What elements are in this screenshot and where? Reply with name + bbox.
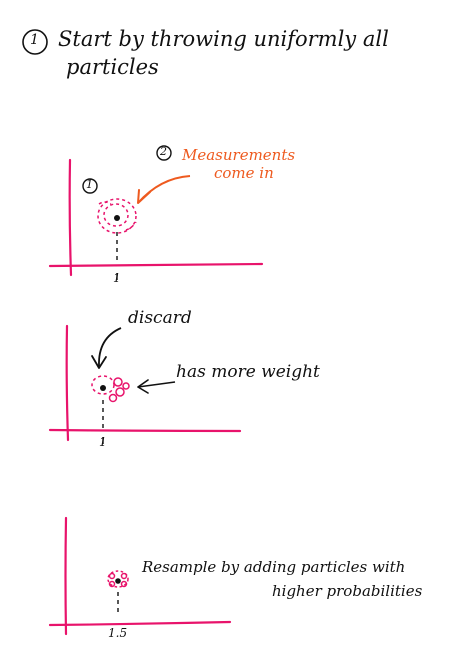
panel1-y-axis (68, 158, 73, 277)
panel1-step2-circle (156, 145, 172, 161)
heading-number: 1 (30, 32, 39, 48)
resample-label-line1: Resample by adding particles with (142, 558, 406, 576)
panel2-axes (48, 324, 242, 442)
panel3-tick-label: 1.5 (108, 626, 128, 640)
panel1-x-axis (48, 262, 264, 268)
panel2-estimate-dot (100, 385, 106, 391)
heading-line2: particles (66, 55, 159, 79)
weight-arrowhead (137, 379, 149, 394)
resample-label-line2: higher probabilities (272, 582, 423, 600)
panel2-x-axis (48, 428, 242, 433)
panel1-estimate-dot (114, 215, 120, 221)
panel1-step2-number: 2 (160, 145, 167, 158)
weight-arrow (137, 381, 176, 388)
panel2-particle-cloud (91, 375, 130, 403)
panel3-y-axis (64, 516, 68, 636)
panel1-particle-cloud (97, 198, 137, 234)
measurement-label-line1: Measurements (182, 146, 296, 164)
panel3-x-axis (48, 620, 232, 627)
panel3-estimate-dot (115, 578, 121, 584)
panel1-step1-circle (82, 178, 98, 194)
panel3-axes (48, 516, 232, 636)
heading-number-circle (22, 29, 48, 55)
discard-arrowhead (91, 355, 107, 369)
panel2-tick-label: 1 (99, 435, 107, 449)
heading-line1: Start by throwing uniformly all (58, 27, 389, 51)
panel1-tick-label: 1 (113, 271, 121, 285)
panel3-particle-cloud (107, 570, 129, 588)
weight-label: has more weight (176, 362, 320, 382)
measurement-arrow (137, 175, 191, 204)
discard-label: discard (128, 308, 192, 328)
panel1-axes (48, 158, 264, 277)
discard-arrow (98, 327, 122, 367)
panel2-y-axis (65, 324, 70, 442)
panel1-step1-number: 1 (86, 178, 93, 191)
measurement-arrowhead (137, 189, 151, 204)
measurement-label-line2: come in (214, 164, 274, 182)
